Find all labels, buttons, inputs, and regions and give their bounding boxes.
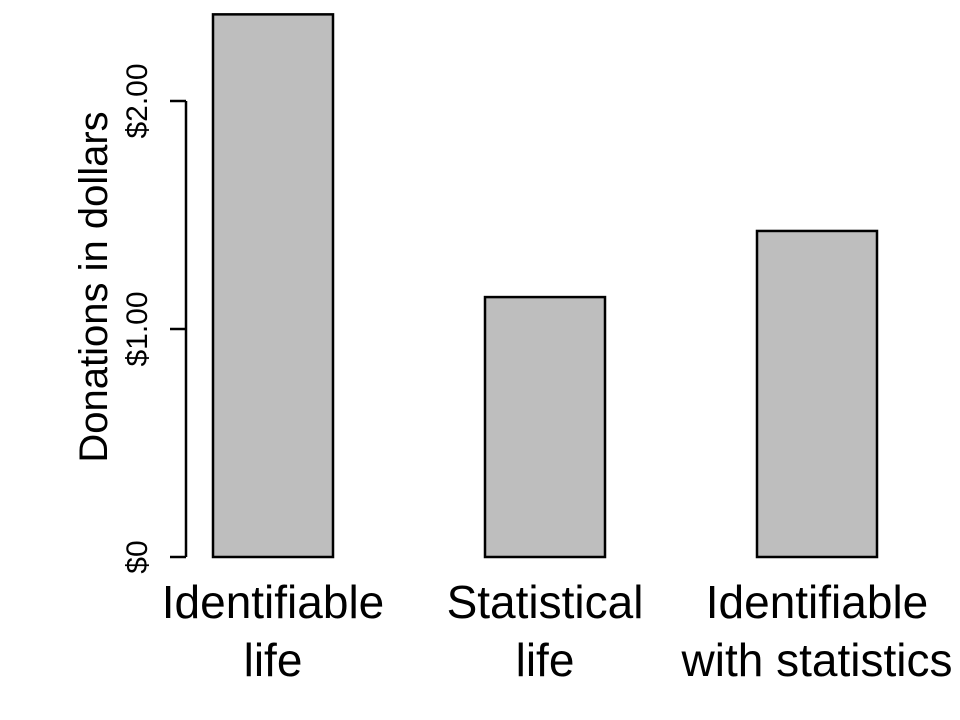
bars	[211, 13, 879, 559]
y-tick-label: $2.00	[121, 63, 154, 138]
x-tick-label: Identifiable	[706, 576, 929, 628]
y-axis-label: Donations in dollars	[72, 111, 116, 462]
bar	[483, 295, 607, 559]
y-tick-label: $1.00	[121, 291, 154, 366]
x-tick-label: life	[516, 634, 575, 686]
bar	[211, 13, 335, 559]
x-tick-label: with statistics	[681, 634, 953, 686]
x-tick-label: life	[244, 634, 303, 686]
bar	[755, 229, 879, 559]
y-tick-label: $0	[121, 540, 154, 573]
x-tick-label: Identifiable	[162, 576, 385, 628]
x-tick-label: Statistical	[447, 576, 644, 628]
y-axis: $0 $1.00 $2.00	[121, 63, 188, 574]
x-axis-labels: Identifiable life Statistical life Identifia…	[162, 576, 953, 686]
